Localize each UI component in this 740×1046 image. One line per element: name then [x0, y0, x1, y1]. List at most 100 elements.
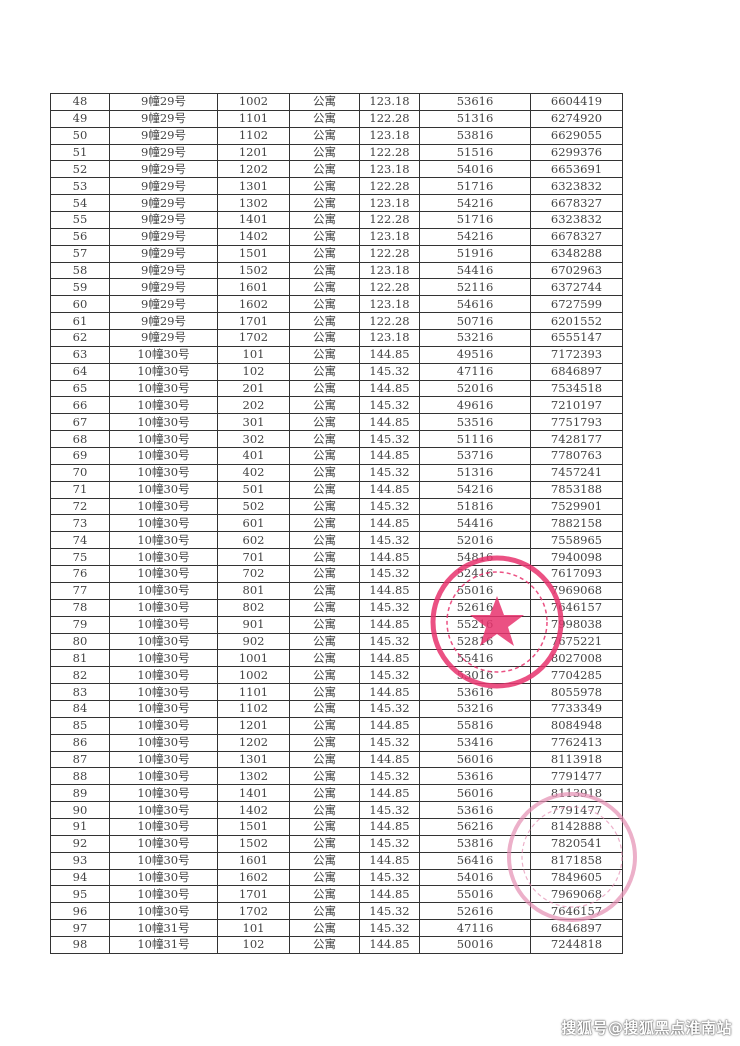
table-row: 93 10幢30号 1601 公寓 144.85 56416 8171858 — [50, 851, 623, 870]
room-cell: 1702 — [217, 329, 290, 347]
building-cell: 10幢30号 — [109, 632, 218, 651]
building-cell: 9幢29号 — [109, 177, 218, 196]
total-price-cell: 8171858 — [530, 851, 623, 870]
table-row: 63 10幢30号 101 公寓 144.85 49516 7172393 — [50, 345, 623, 364]
usage-cell: 公寓 — [289, 565, 360, 583]
row-number-cell: 88 — [50, 767, 110, 786]
total-price-cell: 7675221 — [530, 632, 623, 651]
area-cell: 145.32 — [359, 666, 420, 685]
unit-price-cell: 53216 — [419, 329, 531, 347]
table-row: 69 10幢30号 401 公寓 144.85 53716 7780763 — [50, 447, 623, 465]
building-cell: 10幢30号 — [109, 666, 218, 685]
room-cell: 401 — [217, 447, 290, 465]
usage-cell: 公寓 — [289, 312, 360, 331]
row-number-cell: 87 — [50, 750, 110, 769]
total-price-cell: 7704285 — [530, 666, 623, 685]
unit-price-cell: 53216 — [419, 699, 531, 718]
building-cell: 10幢31号 — [109, 935, 218, 954]
room-cell: 102 — [217, 362, 290, 381]
building-cell: 10幢30号 — [109, 548, 218, 567]
usage-cell: 公寓 — [289, 514, 360, 533]
total-price-cell: 6299376 — [530, 143, 623, 162]
area-cell: 123.18 — [359, 227, 420, 246]
building-cell: 10幢30号 — [109, 413, 218, 432]
building-cell: 9幢29号 — [109, 194, 218, 213]
unit-price-cell: 53816 — [419, 834, 531, 853]
usage-cell: 公寓 — [289, 345, 360, 364]
unit-price-cell: 53616 — [419, 683, 531, 701]
unit-price-cell: 52416 — [419, 565, 531, 583]
usage-cell: 公寓 — [289, 885, 360, 904]
room-cell: 601 — [217, 514, 290, 533]
row-number-cell: 82 — [50, 666, 110, 685]
usage-cell: 公寓 — [289, 126, 360, 145]
row-number-cell: 49 — [50, 109, 110, 128]
row-number-cell: 73 — [50, 514, 110, 533]
row-number-cell: 98 — [50, 935, 110, 954]
total-price-cell: 8084948 — [530, 716, 623, 735]
table-row: 84 10幢30号 1102 公寓 145.32 53216 7733349 — [50, 699, 623, 718]
building-cell: 9幢29号 — [109, 312, 218, 331]
table-row: 98 10幢31号 102 公寓 144.85 50016 7244818 — [50, 935, 623, 954]
area-cell: 122.28 — [359, 244, 420, 263]
usage-cell: 公寓 — [289, 935, 360, 954]
room-cell: 1501 — [217, 817, 290, 836]
area-cell: 145.32 — [359, 598, 420, 617]
building-cell: 10幢30号 — [109, 497, 218, 516]
total-price-cell: 7457241 — [530, 463, 623, 482]
building-cell: 10幢30号 — [109, 345, 218, 364]
row-number-cell: 77 — [50, 581, 110, 600]
table-row: 96 10幢30号 1702 公寓 145.32 52616 7646157 — [50, 902, 623, 921]
usage-cell: 公寓 — [289, 666, 360, 685]
room-cell: 1601 — [217, 278, 290, 297]
row-number-cell: 51 — [50, 143, 110, 162]
table-row: 75 10幢30号 701 公寓 144.85 54816 7940098 — [50, 548, 623, 567]
table-row: 67 10幢30号 301 公寓 144.85 53516 7751793 — [50, 413, 623, 432]
usage-cell: 公寓 — [289, 211, 360, 229]
usage-cell: 公寓 — [289, 160, 360, 179]
watermark: 搜狐号@搜狐黑点淮南站 — [561, 1019, 732, 1037]
building-cell: 10幢30号 — [109, 699, 218, 718]
area-cell: 145.32 — [359, 362, 420, 381]
total-price-cell: 7882158 — [530, 514, 623, 533]
table-row: 91 10幢30号 1501 公寓 144.85 56216 8142888 — [50, 817, 623, 836]
room-cell: 801 — [217, 581, 290, 600]
row-number-cell: 62 — [50, 329, 110, 347]
row-number-cell: 64 — [50, 362, 110, 381]
unit-price-cell: 53016 — [419, 666, 531, 685]
room-cell: 402 — [217, 463, 290, 482]
building-cell: 10幢30号 — [109, 716, 218, 735]
unit-price-cell: 53616 — [419, 801, 531, 819]
area-cell: 145.32 — [359, 801, 420, 819]
total-price-cell: 7210197 — [530, 396, 623, 415]
table-row: 92 10幢30号 1502 公寓 145.32 53816 7820541 — [50, 834, 623, 853]
room-cell: 1701 — [217, 885, 290, 904]
usage-cell: 公寓 — [289, 733, 360, 752]
usage-cell: 公寓 — [289, 329, 360, 347]
total-price-cell: 8113918 — [530, 750, 623, 769]
area-cell: 123.18 — [359, 160, 420, 179]
usage-cell: 公寓 — [289, 649, 360, 668]
table-row: 60 9幢29号 1602 公寓 123.18 54616 6727599 — [50, 295, 623, 314]
unit-price-cell: 56416 — [419, 851, 531, 870]
total-price-cell: 7969068 — [530, 581, 623, 600]
table-row: 55 9幢29号 1401 公寓 122.28 51716 6323832 — [50, 211, 623, 229]
total-price-cell: 7762413 — [530, 733, 623, 752]
table-row: 73 10幢30号 601 公寓 144.85 54416 7882158 — [50, 514, 623, 533]
unit-price-cell: 51116 — [419, 430, 531, 449]
usage-cell: 公寓 — [289, 447, 360, 465]
row-number-cell: 72 — [50, 497, 110, 516]
usage-cell: 公寓 — [289, 109, 360, 128]
building-cell: 10幢30号 — [109, 396, 218, 415]
total-price-cell: 7791477 — [530, 767, 623, 786]
total-price-cell: 6604419 — [530, 93, 623, 111]
row-number-cell: 57 — [50, 244, 110, 263]
room-cell: 1502 — [217, 834, 290, 853]
usage-cell: 公寓 — [289, 801, 360, 819]
usage-cell: 公寓 — [289, 548, 360, 567]
total-price-cell: 6201552 — [530, 312, 623, 331]
table-row: 50 9幢29号 1102 公寓 123.18 53816 6629055 — [50, 126, 623, 145]
room-cell: 1102 — [217, 699, 290, 718]
building-cell: 10幢30号 — [109, 801, 218, 819]
unit-price-cell: 56216 — [419, 817, 531, 836]
